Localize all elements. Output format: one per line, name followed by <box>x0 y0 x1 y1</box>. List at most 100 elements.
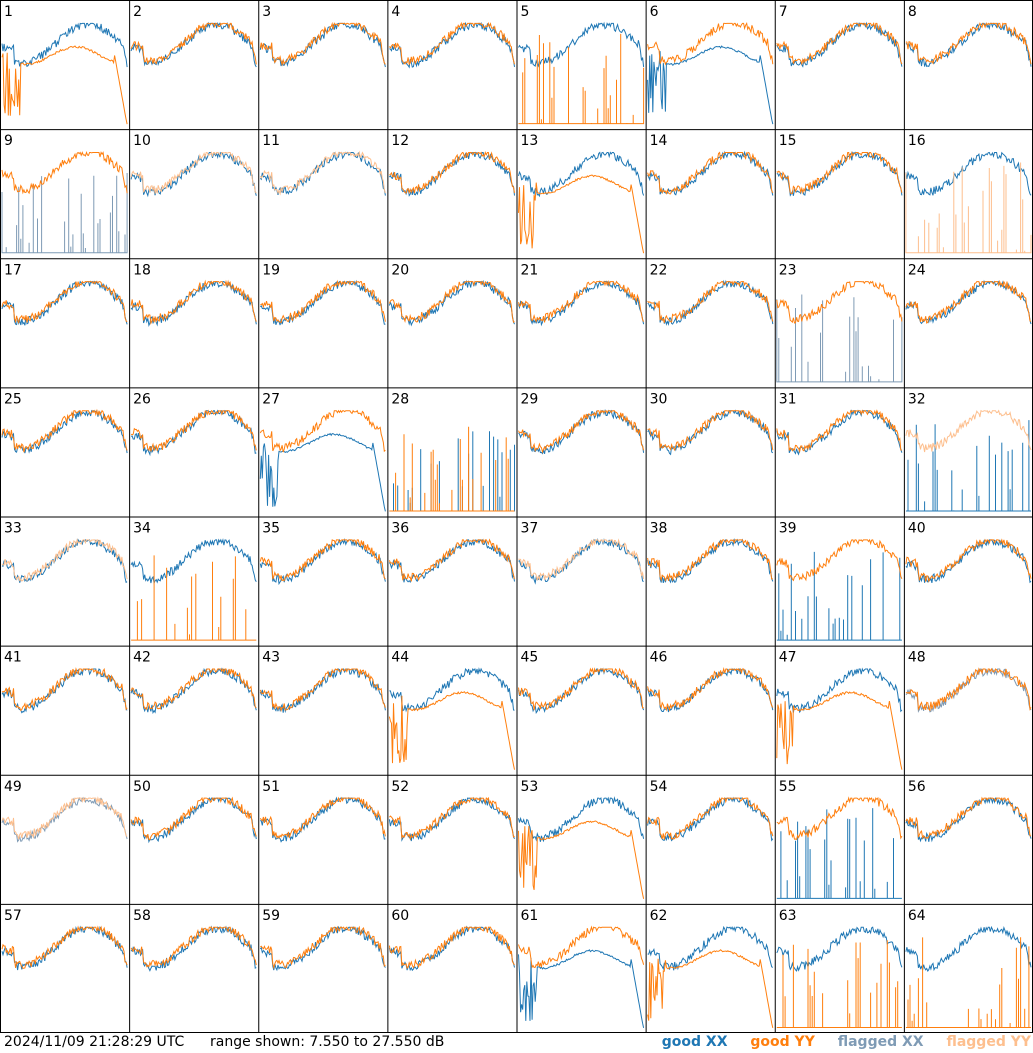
trace-xx-10 <box>130 151 257 198</box>
panel-47: 47 <box>774 645 904 775</box>
panel-52: 52 <box>387 774 517 904</box>
trace-yy-10 <box>130 151 257 194</box>
trace-yy-22 <box>647 280 774 323</box>
panel-label-64: 64 <box>908 908 926 924</box>
trace-xx-1 <box>1 22 128 68</box>
trace-yy-7 <box>776 22 903 66</box>
panel-58: 58 <box>129 903 259 1033</box>
panel-26: 26 <box>129 387 259 517</box>
panel-frame <box>258 903 388 1033</box>
panel-label-55: 55 <box>779 779 797 795</box>
trace-xx-2 <box>130 21 257 68</box>
trace-xx-34 <box>130 538 257 585</box>
panel-11: 11 <box>258 129 388 259</box>
trace-yy-34 <box>131 555 257 641</box>
panel-label-56: 56 <box>908 779 926 795</box>
trace-yy-43 <box>259 668 386 713</box>
panel-label-39: 39 <box>779 521 797 537</box>
trace-yy-25 <box>1 408 128 453</box>
panel-label-20: 20 <box>391 262 409 278</box>
panel-frame <box>645 645 775 775</box>
trace-yy-8 <box>905 22 1032 65</box>
trace-yy-37 <box>518 538 645 581</box>
panel-frame <box>516 387 646 517</box>
trace-yy-24 <box>905 279 1032 324</box>
panel-24: 24 <box>903 258 1033 388</box>
panel-19: 19 <box>258 258 388 388</box>
trace-yy-30 <box>647 410 774 452</box>
trace-yy-9 <box>1 151 128 195</box>
panel-label-19: 19 <box>262 262 280 278</box>
trace-yy-64 <box>905 937 1031 1028</box>
trace-yy-16 <box>905 162 1032 254</box>
panel-label-51: 51 <box>262 779 280 795</box>
panel-18: 18 <box>129 258 259 388</box>
trace-xx-36 <box>388 538 515 584</box>
panel-23: 23 <box>774 258 904 388</box>
trace-xx-33 <box>1 538 128 584</box>
panel-3: 3 <box>258 0 388 130</box>
panel-label-2: 2 <box>133 4 142 20</box>
trace-yy-50 <box>130 796 257 841</box>
panel-13: 13 <box>516 129 646 259</box>
panel-label-17: 17 <box>4 262 22 278</box>
panel-2: 2 <box>129 0 259 130</box>
trace-yy-27 <box>259 409 386 453</box>
trace-yy-52 <box>389 796 515 841</box>
panel-label-14: 14 <box>650 133 668 149</box>
panel-frame <box>516 903 646 1033</box>
trace-xx-13 <box>518 151 645 198</box>
trace-xx-16 <box>905 151 1032 196</box>
panel-frame <box>258 0 388 130</box>
panel-64: 64 <box>903 903 1033 1033</box>
legend-flagged-yy: flagged YY <box>946 1034 1031 1050</box>
panel-label-18: 18 <box>133 262 151 278</box>
panel-frame <box>774 0 904 130</box>
panel-frame <box>0 0 130 130</box>
panel-label-15: 15 <box>779 133 797 149</box>
trace-yy-19 <box>260 279 386 324</box>
panel-label-12: 12 <box>391 133 409 149</box>
panel-34: 34 <box>129 516 259 646</box>
panel-51: 51 <box>258 774 388 904</box>
trace-xx-4 <box>389 21 515 69</box>
panel-62: 62 <box>645 903 775 1033</box>
trace-xx-55 <box>776 808 902 899</box>
trace-yy-38 <box>647 538 773 582</box>
trace-yy-26 <box>130 409 257 452</box>
panel-label-4: 4 <box>391 4 400 20</box>
panel-label-61: 61 <box>521 908 539 924</box>
panel-41: 41 <box>0 645 130 775</box>
trace-xx-23 <box>776 294 903 383</box>
trace-xx-59 <box>259 925 386 972</box>
trace-yy-14 <box>647 151 774 195</box>
panel-31: 31 <box>774 387 904 517</box>
trace-yy-39 <box>776 538 903 582</box>
trace-xx-42 <box>130 667 257 715</box>
trace-yy-11 <box>259 150 386 196</box>
panel-label-28: 28 <box>391 391 409 407</box>
panel-label-45: 45 <box>521 650 539 666</box>
panel-label-32: 32 <box>908 391 926 407</box>
panel-label-13: 13 <box>521 133 539 149</box>
trace-xx-9 <box>1 173 128 254</box>
panel-38: 38 <box>645 516 775 646</box>
panel-label-38: 38 <box>650 521 668 537</box>
panel-label-6: 6 <box>650 4 659 20</box>
trace-xx-46 <box>647 667 774 713</box>
range-shown: range shown: 7.550 to 27.550 dB <box>210 1034 445 1050</box>
panel-6: 6 <box>645 0 775 130</box>
panel-label-26: 26 <box>133 391 151 407</box>
panel-frame <box>387 774 517 904</box>
panel-label-42: 42 <box>133 650 151 666</box>
panel-32: 32 <box>903 387 1033 517</box>
panel-29: 29 <box>516 387 646 517</box>
panel-label-46: 46 <box>650 650 668 666</box>
trace-xx-62 <box>647 925 774 971</box>
trace-yy-47 <box>776 690 903 770</box>
trace-yy-1 <box>1 45 128 125</box>
trace-xx-27 <box>259 432 386 512</box>
trace-xx-32 <box>905 420 1031 512</box>
timestamp: 2024/11/09 21:28:29 UTC <box>4 1034 185 1050</box>
panel-56: 56 <box>903 774 1033 904</box>
